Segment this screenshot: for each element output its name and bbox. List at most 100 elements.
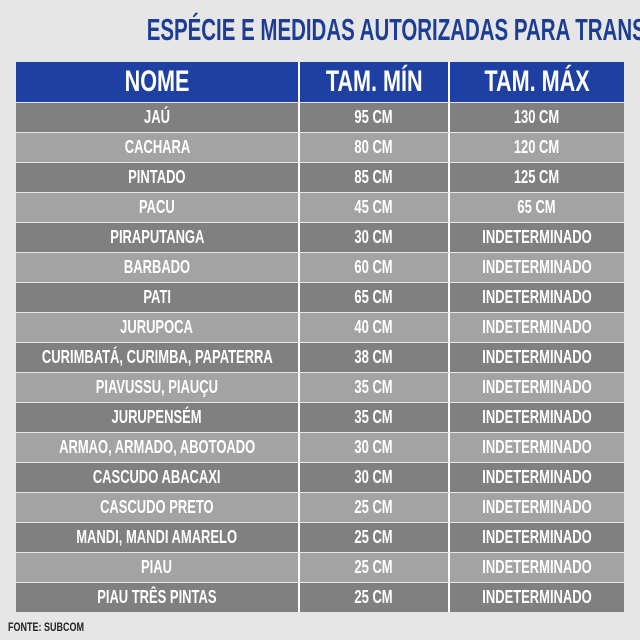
table-cell: 45 CM (300, 193, 450, 222)
header-cell: NOME (16, 62, 300, 102)
cell-text: INDETERMINADO (482, 287, 592, 307)
table-row: PIAU 25 CM INDETERMINADO (16, 552, 624, 582)
cell-text: 125 CM (514, 167, 560, 187)
table-cell: JURUPOCA (16, 313, 300, 342)
cell-text: 30 CM (354, 467, 394, 487)
cell-text: 130 CM (514, 107, 560, 127)
table-cell: PIAVUSSU, PIAUÇU (16, 373, 300, 402)
table-cell: INDETERMINADO (450, 583, 624, 612)
table-cell: 25 CM (300, 523, 450, 552)
table-cell: 130 CM (450, 103, 624, 132)
cell-text: JURUPOCA (120, 317, 194, 337)
table-row: BARBADO 60 CM INDETERMINADO (16, 252, 624, 282)
table-cell: INDETERMINADO (450, 253, 624, 282)
table-cell: INDETERMINADO (450, 283, 624, 312)
header-text: NOME (124, 65, 190, 98)
table-cell: INDETERMINADO (450, 553, 624, 582)
cell-text: INDETERMINADO (482, 377, 592, 397)
table-cell: INDETERMINADO (450, 433, 624, 462)
header-text: TAM. MÍN (325, 65, 423, 98)
table-cell: 35 CM (300, 403, 450, 432)
table-row: PIAVUSSU, PIAUÇU 35 CM INDETERMINADO (16, 372, 624, 402)
cell-text: 65 CM (517, 197, 557, 217)
cell-text: PINTADO (128, 167, 186, 187)
table-cell: PACU (16, 193, 300, 222)
table-cell: INDETERMINADO (450, 313, 624, 342)
cell-text: JURUPENSÉM (111, 407, 203, 427)
cell-text: 35 CM (354, 377, 394, 397)
table-cell: ARMAO, ARMADO, ABOTOADO (16, 433, 300, 462)
cell-text: CASCUDO ABACAXI (93, 467, 221, 487)
table-cell: INDETERMINADO (450, 523, 624, 552)
cell-text: INDETERMINADO (482, 467, 592, 487)
table-cell: MANDI, MANDI AMARELO (16, 523, 300, 552)
table-cell: CASCUDO PRETO (16, 493, 300, 522)
table-cell: 60 CM (300, 253, 450, 282)
cell-text: INDETERMINADO (482, 587, 592, 607)
title-text: ESPÉCIE E MEDIDAS AUTORIZADAS PARA TRANS… (146, 12, 640, 47)
cell-text: INDETERMINADO (482, 257, 592, 277)
cell-text: ARMAO, ARMADO, ABOTOADO (58, 437, 256, 457)
table-cell: INDETERMINADO (450, 493, 624, 522)
cell-text: 30 CM (354, 437, 394, 457)
table-cell: CASCUDO ABACAXI (16, 463, 300, 492)
header-text: TAM. MÁX (484, 65, 590, 98)
table-cell: 30 CM (300, 463, 450, 492)
table-cell: 85 CM (300, 163, 450, 192)
table-cell: CURIMBATÁ, CURIMBA, PAPATERRA (16, 343, 300, 372)
table-cell: CACHARA (16, 133, 300, 162)
cell-text: 95 CM (354, 107, 394, 127)
table-cell: INDETERMINADO (450, 463, 624, 492)
cell-text: 25 CM (354, 527, 394, 547)
table-cell: 95 CM (300, 103, 450, 132)
source: FONTE: SUBCOM (8, 620, 109, 634)
cell-text: INDETERMINADO (482, 527, 592, 547)
cell-text: PACU (139, 197, 175, 217)
cell-text: 35 CM (354, 407, 394, 427)
header-cell: TAM. MÍN (300, 62, 450, 102)
table-cell: PIRAPUTANGA (16, 223, 300, 252)
table-row: JURUPENSÉM 35 CM INDETERMINADO (16, 402, 624, 432)
cell-text: INDETERMINADO (482, 347, 592, 367)
title: ESPÉCIE E MEDIDAS AUTORIZADAS PARA TRANS… (0, 12, 640, 48)
table-row: JAÚ 95 CM 130 CM (16, 102, 624, 132)
cell-text: PIAVUSSU, PIAUÇU (95, 377, 219, 397)
cell-text: INDETERMINADO (482, 227, 592, 247)
table-row: CASCUDO PRETO 25 CM INDETERMINADO (16, 492, 624, 522)
table-cell: INDETERMINADO (450, 373, 624, 402)
table-row: CASCUDO ABACAXI 30 CM INDETERMINADO (16, 462, 624, 492)
cell-text: 38 CM (354, 347, 394, 367)
table-cell: INDETERMINADO (450, 223, 624, 252)
table-cell: JAÚ (16, 103, 300, 132)
cell-text: PATI (143, 287, 171, 307)
table-cell: 125 CM (450, 163, 624, 192)
table-cell: PIAU TRÊS PINTAS (16, 583, 300, 612)
cell-text: 45 CM (354, 197, 394, 217)
cell-text: JAÚ (144, 107, 170, 127)
header-row: NOME TAM. MÍN TAM. MÁX (16, 62, 624, 102)
cell-text: 25 CM (354, 497, 394, 517)
cell-text: INDETERMINADO (482, 437, 592, 457)
table-row: PINTADO 85 CM 125 CM (16, 162, 624, 192)
table-cell: JURUPENSÉM (16, 403, 300, 432)
table-cell: PATI (16, 283, 300, 312)
cell-text: CASCUDO PRETO (100, 497, 214, 517)
table-cell: 35 CM (300, 373, 450, 402)
table-row: CACHARA 80 CM 120 CM (16, 132, 624, 162)
header-cell: TAM. MÁX (450, 62, 624, 102)
source-text: FONTE: SUBCOM (8, 620, 84, 634)
table-cell: 25 CM (300, 553, 450, 582)
cell-text: 65 CM (354, 287, 394, 307)
cell-text: INDETERMINADO (482, 497, 592, 517)
table-row: MANDI, MANDI AMARELO 25 CM INDETERMINADO (16, 522, 624, 552)
table-cell: 65 CM (450, 193, 624, 222)
table-cell: 25 CM (300, 583, 450, 612)
table-cell: 30 CM (300, 223, 450, 252)
cell-text: 30 CM (354, 227, 394, 247)
cell-text: INDETERMINADO (482, 317, 592, 337)
table-cell: 65 CM (300, 283, 450, 312)
table-cell: 38 CM (300, 343, 450, 372)
cell-text: 25 CM (354, 557, 394, 577)
table-cell: 25 CM (300, 493, 450, 522)
